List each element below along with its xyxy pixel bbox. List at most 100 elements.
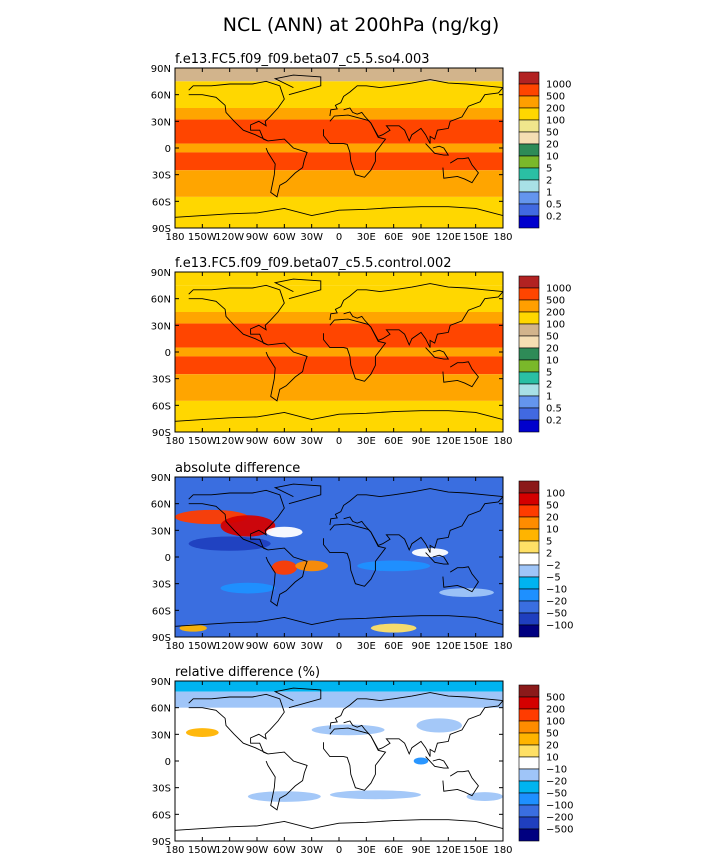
field-blob (413, 757, 429, 765)
lon-label: 0 (336, 641, 342, 652)
colorbar-cell (518, 299, 540, 313)
lat-label: 90S (152, 428, 171, 439)
field-blob (357, 560, 431, 572)
lon-label: 0 (336, 436, 342, 447)
lon-label: 30E (357, 641, 376, 652)
colorbar-cell (518, 564, 540, 578)
coastline (442, 157, 479, 184)
colorbar-label: 10 (546, 356, 559, 367)
colorbar-label: 0.2 (546, 212, 562, 223)
lat-label: 60S (152, 197, 171, 208)
field-band (175, 119, 503, 144)
colorbar-cell (518, 612, 540, 626)
coastline (425, 552, 450, 565)
colorbar-label: −10 (546, 585, 567, 596)
colorbar-cell (518, 768, 540, 782)
coastline (188, 80, 285, 142)
lat-label: 60S (152, 606, 171, 617)
coastline (425, 347, 450, 360)
lon-label: 60W (273, 641, 296, 652)
field (175, 477, 503, 637)
lon-label: 30E (357, 845, 376, 856)
lat-label: 0 (165, 553, 171, 564)
lat-label: 90S (152, 837, 171, 848)
lat-label: 60N (151, 500, 171, 511)
coastline (175, 410, 503, 422)
colorbar-label: 20 (546, 513, 559, 524)
colorbar-cell (518, 816, 540, 830)
lat-label: 30S (152, 580, 171, 591)
field-band (175, 152, 503, 171)
coastline (442, 770, 479, 797)
coastline (442, 361, 479, 388)
field-blob (247, 791, 321, 802)
lon-label: 90E (411, 436, 430, 447)
colorbar-label: 10 (546, 753, 559, 764)
field-blob (370, 623, 417, 633)
field-band (175, 170, 503, 197)
colorbar-label: 10 (546, 152, 559, 163)
lat-label: 30S (152, 375, 171, 386)
lon-label: 180 (165, 641, 184, 652)
colorbar-label: 1 (546, 392, 552, 403)
lon-label: 180 (493, 845, 512, 856)
colorbar-cell (518, 696, 540, 710)
coastline (175, 206, 503, 218)
lat-label: 30S (152, 784, 171, 795)
field-blob (295, 560, 329, 572)
colorbar-label: −20 (546, 777, 567, 788)
colorbar-label: −5 (546, 573, 561, 584)
field-band (175, 143, 503, 153)
colorbar-label: −50 (546, 789, 567, 800)
field-band (175, 356, 503, 375)
lon-label: 180 (165, 845, 184, 856)
lon-label: 90E (411, 845, 430, 856)
coastline (265, 547, 308, 607)
colorbar-label: 0.5 (546, 200, 562, 211)
coastline (273, 483, 322, 505)
colorbar-cell (518, 624, 540, 638)
lat-label: 90N (151, 64, 171, 75)
coastline (273, 74, 322, 96)
lon-label: 30W (300, 436, 323, 447)
colorbar-label: 500 (546, 92, 565, 103)
lon-label: 90W (246, 845, 269, 856)
colorbar-cell (518, 167, 540, 181)
colorbar-cell (518, 744, 540, 758)
coastline (442, 566, 479, 593)
field-blob (311, 724, 385, 736)
colorbar-label: 5 (546, 164, 552, 175)
colorbar-label: 100 (546, 489, 565, 500)
colorbar-label: 0.5 (546, 404, 562, 415)
lat-label: 60S (152, 401, 171, 412)
field (175, 272, 503, 432)
colorbar-label: −50 (546, 609, 567, 620)
panels: f.e13.FC5.f09_f09.beta07_c5.5.so4.003 90N… (151, 52, 574, 856)
lon-label: 60W (273, 232, 296, 243)
colorbar-cell (518, 407, 540, 421)
lon-label: 60W (273, 845, 296, 856)
lon-label: 150E (463, 436, 488, 447)
lon-label: 180 (493, 232, 512, 243)
field-blob (220, 515, 276, 537)
colorbar-label: 5 (546, 537, 552, 548)
lat-label: 60N (151, 704, 171, 715)
field-band (175, 691, 503, 708)
lat-label: 0 (165, 757, 171, 768)
lat-label: 0 (165, 348, 171, 359)
field-band (175, 374, 503, 401)
colorbar-cell (518, 600, 540, 614)
colorbar-cell (518, 131, 540, 145)
lon-label: 0 (336, 232, 342, 243)
colorbar-cell (518, 804, 540, 818)
field-blob (416, 718, 462, 733)
colorbar-label: 1000 (546, 80, 571, 91)
colorbar-label: 50 (546, 128, 559, 139)
colorbar-label: 500 (546, 693, 565, 704)
lon-label: 150E (463, 232, 488, 243)
coastline (329, 692, 503, 757)
colorbar-label: 2 (546, 549, 552, 560)
field-band (175, 196, 503, 228)
lat-label: 30N (151, 321, 171, 332)
lon-label: 0 (336, 845, 342, 856)
